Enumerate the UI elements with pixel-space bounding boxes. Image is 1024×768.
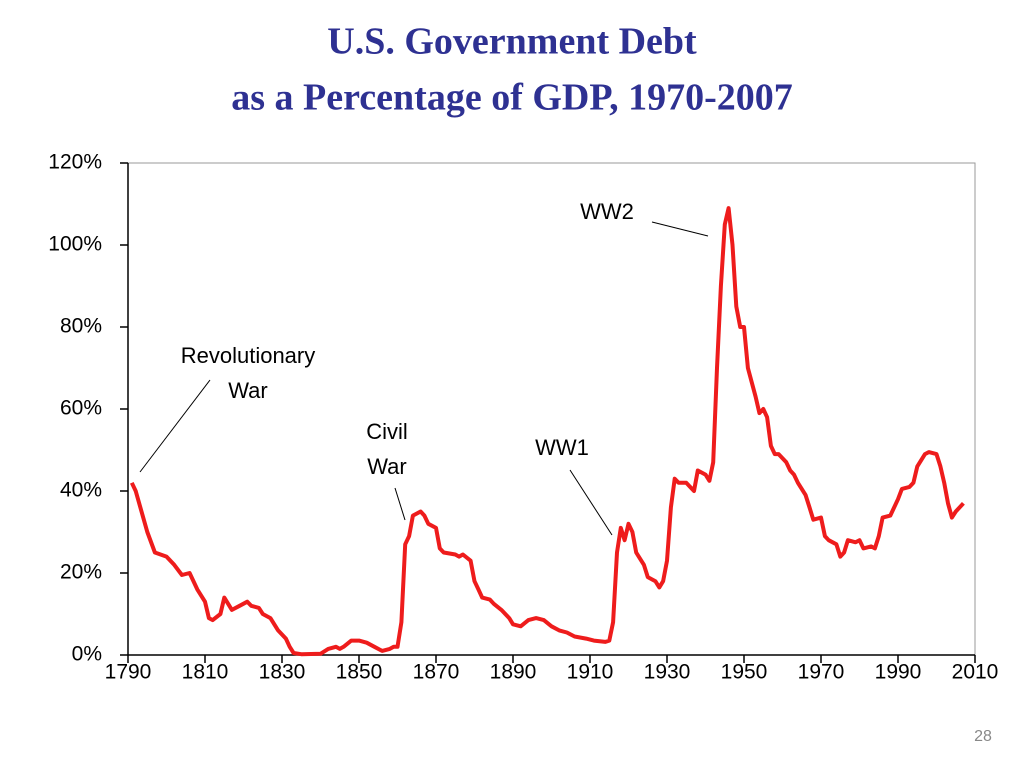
y-tick-label: 40%	[60, 479, 102, 502]
annotation: WW1	[535, 435, 589, 460]
annotation: WW2	[580, 199, 634, 224]
annotation: Civil	[366, 419, 408, 444]
x-tick-label: 1790	[105, 661, 152, 684]
x-tick-label: 1910	[567, 661, 614, 684]
chart-title: as a Percentage of GDP, 1970-2007	[231, 77, 792, 119]
x-tick-label: 1990	[875, 661, 922, 684]
y-tick-label: 80%	[60, 315, 102, 338]
annotation-leader	[569, 469, 613, 536]
x-tick-label: 1830	[259, 661, 306, 684]
annotation-leader	[394, 487, 406, 521]
x-tick-label: 2010	[952, 661, 999, 684]
x-tick-label: 1930	[644, 661, 691, 684]
annotation: Revolutionary	[181, 343, 316, 368]
x-tick-label: 1890	[490, 661, 537, 684]
annotation: War	[367, 454, 407, 479]
chart-title: U.S. Government Debt	[327, 21, 697, 63]
y-tick-label: 120%	[48, 151, 102, 174]
annotation-leader	[651, 221, 709, 237]
x-tick-label: 1870	[413, 661, 460, 684]
y-tick-label: 0%	[72, 643, 102, 666]
y-tick-label: 60%	[60, 397, 102, 420]
page-number: 28	[974, 728, 992, 745]
y-tick-label: 100%	[48, 233, 102, 256]
annotation: War	[228, 378, 268, 403]
x-tick-label: 1850	[336, 661, 383, 684]
x-tick-label: 1950	[721, 661, 768, 684]
y-tick-label: 20%	[60, 561, 102, 584]
data-line	[129, 206, 965, 657]
x-tick-label: 1970	[798, 661, 845, 684]
annotation-leader	[139, 379, 211, 473]
plot-frame	[127, 162, 976, 656]
x-tick-label: 1810	[182, 661, 229, 684]
